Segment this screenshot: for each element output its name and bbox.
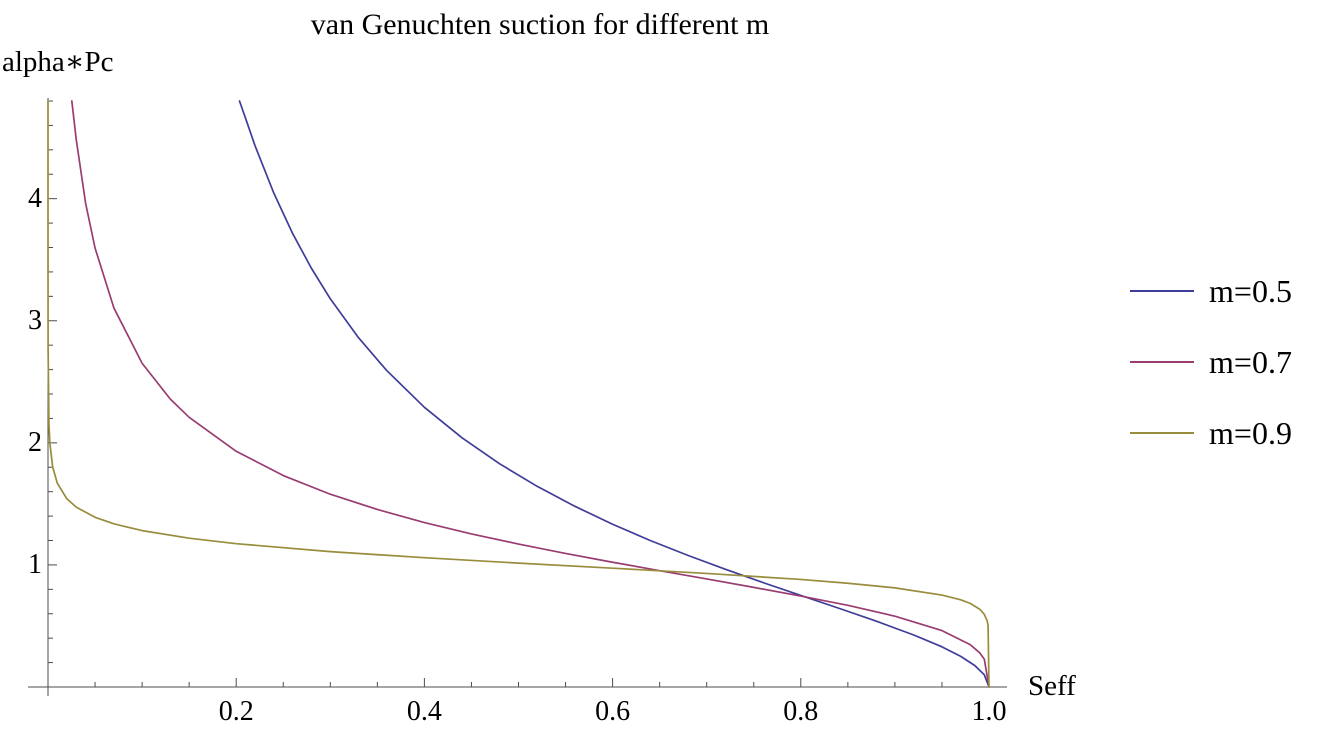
legend-item-m09: m=0.9 xyxy=(1130,415,1292,451)
legend-label-m07: m=0.7 xyxy=(1209,344,1292,380)
x-tick-label: 0.4 xyxy=(406,696,442,727)
x-axis-label: Seff xyxy=(1028,670,1076,702)
chart-title: van Genuchten suction for different m xyxy=(310,8,770,41)
legend: m=0.5 m=0.7 m=0.9 xyxy=(1130,273,1292,451)
x-tick-label: 1.0 xyxy=(971,696,1007,727)
curve-m=0.7 xyxy=(70,100,990,688)
y-tick-label: 2 xyxy=(28,426,42,458)
x-tick-label: 0.6 xyxy=(595,696,631,727)
legend-item-m05: m=0.5 xyxy=(1130,273,1292,309)
legend-item-m07: m=0.7 xyxy=(1130,344,1292,380)
x-tick-label: 0.8 xyxy=(783,696,819,727)
legend-label-m05: m=0.5 xyxy=(1209,273,1292,309)
curve-m=0.5 xyxy=(238,100,990,688)
y-tick-label: 3 xyxy=(28,304,42,336)
legend-swatch-m09 xyxy=(1130,432,1194,434)
y-axis-label: alpha∗Pc xyxy=(2,46,114,78)
legend-swatch-m05 xyxy=(1130,290,1194,292)
legend-label-m09: m=0.9 xyxy=(1209,415,1292,451)
y-tick-label: 1 xyxy=(28,548,42,580)
legend-swatch-m07 xyxy=(1130,361,1194,363)
curve-m=0.9 xyxy=(47,100,990,688)
y-tick-label: 4 xyxy=(28,182,42,214)
x-tick-label: 0.2 xyxy=(218,696,254,727)
